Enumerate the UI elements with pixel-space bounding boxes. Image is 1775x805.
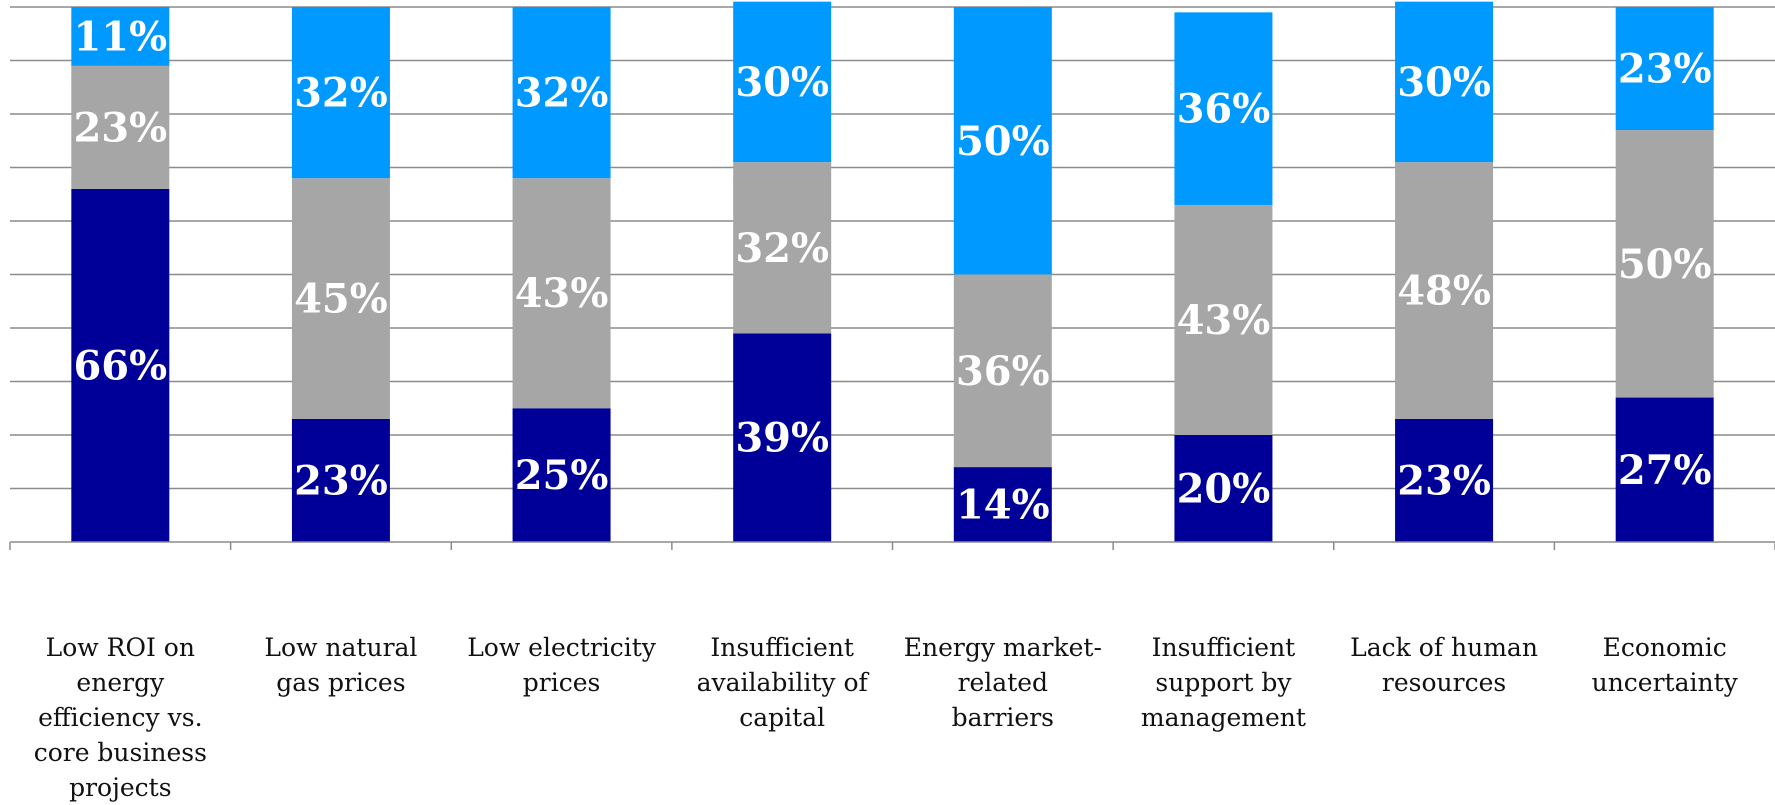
bar-segment xyxy=(953,274,1052,468)
bar-segment xyxy=(1174,435,1273,542)
data-label: 66% xyxy=(73,342,167,389)
bar-segment xyxy=(512,7,611,179)
data-label: 43% xyxy=(1177,297,1271,344)
bar-segment xyxy=(71,7,170,66)
bar-segment xyxy=(953,7,1052,275)
data-label: 23% xyxy=(294,457,388,504)
data-label: 14% xyxy=(956,482,1050,529)
bar-segment xyxy=(1615,130,1714,398)
data-label: 32% xyxy=(294,70,388,117)
bar-segment xyxy=(1395,162,1494,419)
bar-segment xyxy=(1174,12,1273,205)
bar-segment xyxy=(291,178,390,419)
category-label: Lack of human resources xyxy=(1350,633,1538,697)
bar-segment xyxy=(71,65,170,189)
data-label: 11% xyxy=(73,13,167,60)
data-label: 48% xyxy=(1397,268,1491,315)
bar-segment xyxy=(733,162,832,334)
category-label: Low ROI on energy efficiency vs. core bu… xyxy=(33,633,207,802)
data-label: 23% xyxy=(1397,457,1491,504)
data-label: 43% xyxy=(515,270,609,317)
data-label: 39% xyxy=(735,415,829,462)
bar-segment xyxy=(733,333,832,542)
data-label: 30% xyxy=(735,59,829,106)
bar-segment xyxy=(291,7,390,179)
data-label: 32% xyxy=(515,70,609,117)
bar-segment xyxy=(512,178,611,409)
bar-segment xyxy=(733,1,832,163)
category-label: Economic uncertainty xyxy=(1591,633,1738,697)
bar-segment xyxy=(512,408,611,542)
data-label: 36% xyxy=(956,348,1050,395)
bar-segment xyxy=(1615,7,1714,131)
bar-segment xyxy=(1615,397,1714,542)
data-label: 23% xyxy=(1618,46,1712,93)
data-label: 20% xyxy=(1177,466,1271,513)
category-label: Low natural gas prices xyxy=(264,633,418,697)
data-label: 25% xyxy=(515,452,609,499)
bar-segment xyxy=(953,467,1052,542)
bar-segment xyxy=(1174,204,1273,435)
data-label: 45% xyxy=(294,276,388,323)
stacked-bar-chart: 66% 23% 11% 23% 45% 32% 25% 43% 32% 39% 32% 30% 14% 3… xyxy=(9,1,1775,802)
data-label: 23% xyxy=(73,104,167,151)
data-label: 30% xyxy=(1397,59,1491,106)
category-label: Energy market-related barriers xyxy=(903,633,1102,732)
data-label: 32% xyxy=(735,225,829,272)
data-label: 36% xyxy=(1177,86,1271,133)
category-label: Low electricity prices xyxy=(467,633,656,697)
data-label: 50% xyxy=(1618,241,1712,288)
bar-segment xyxy=(71,188,170,542)
category-label: Insufficient support by management xyxy=(1140,633,1306,732)
data-label: 50% xyxy=(956,118,1050,165)
bar-segment xyxy=(1395,418,1494,542)
bar-segment xyxy=(291,418,390,542)
category-label: Insufficient availability of capital xyxy=(696,633,868,732)
bar-segment xyxy=(1395,1,1494,163)
data-label: 27% xyxy=(1618,447,1712,494)
chart-plot-area: 66% 23% 11% 23% 45% 32% 25% 43% 32% 39% 32% 30% 14% 3… xyxy=(9,1,1775,550)
